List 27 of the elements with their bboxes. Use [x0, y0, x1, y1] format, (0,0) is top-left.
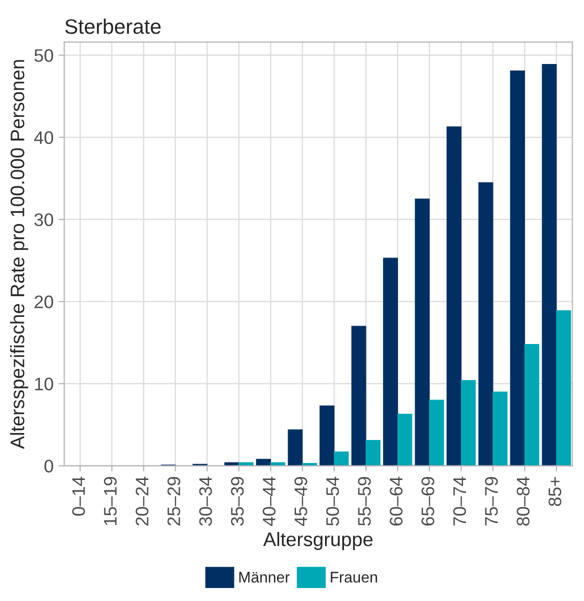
y-tick-label: 10 — [35, 378, 54, 390]
y-axis-title: Altersspezifische Rate pro 100.000 Personen — [10, 60, 28, 449]
x-tick-label: 30–34 — [199, 476, 212, 526]
x-tick-label: 85+ — [548, 477, 562, 506]
y-tick-label: 40 — [34, 131, 54, 144]
y-tick-label: 50 — [34, 49, 54, 62]
x-tick-label: 55–59 — [358, 477, 371, 526]
y-tick-label: 0 — [44, 460, 54, 472]
x-tick-label: 35–39 — [230, 477, 244, 526]
x-tick-label: 45–49 — [294, 477, 308, 526]
chart-title: Sterberate — [65, 18, 161, 34]
x-axis-title: Altersgruppe — [263, 532, 373, 550]
x-tick-label: 65–69 — [421, 477, 434, 526]
x-tick-label: 40–44 — [262, 476, 276, 526]
x-tick-label: 25–29 — [167, 477, 180, 526]
x-tick-label: 0–14 — [72, 476, 85, 516]
x-tick-label: 75–79 — [484, 477, 498, 526]
x-tick-label: 70–74 — [453, 476, 466, 526]
y-tick-label: 30 — [34, 213, 54, 226]
x-tick-label: 80–84 — [516, 476, 530, 526]
x-tick-label: 15–19 — [104, 477, 117, 526]
legend-label: Männer — [239, 572, 290, 583]
x-tick-label: 60–64 — [390, 476, 403, 526]
x-tick-label: 50–54 — [326, 476, 340, 526]
legend-label: Frauen — [330, 572, 378, 583]
x-tick-label: 20–24 — [136, 476, 148, 526]
y-tick-label: 20 — [34, 295, 54, 308]
